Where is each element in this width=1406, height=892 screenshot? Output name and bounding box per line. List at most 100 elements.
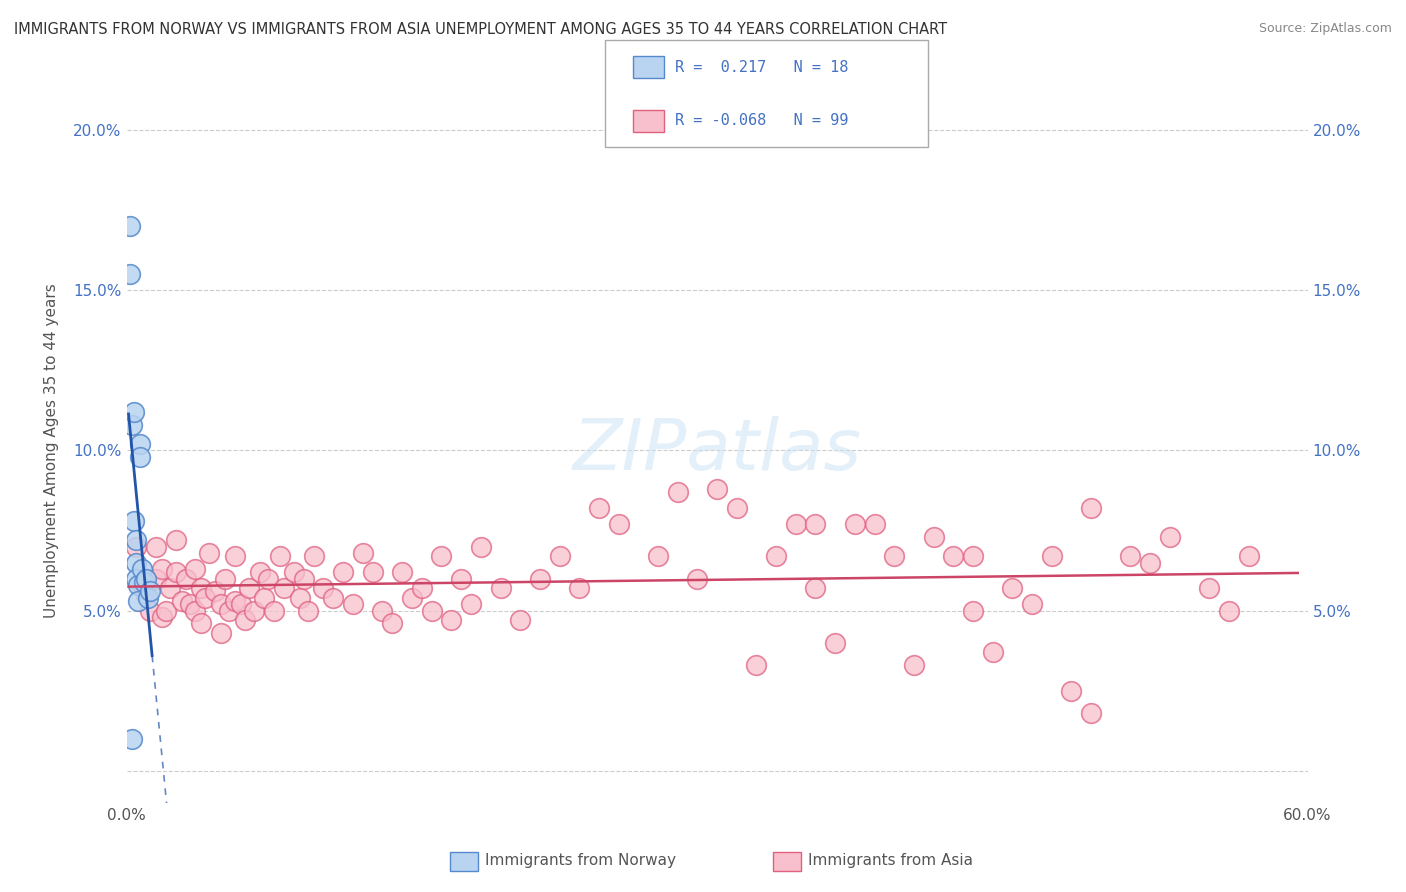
Point: [135, 572, 157, 586]
Point: [129, 450, 152, 464]
Point: [257, 572, 280, 586]
Text: R =  0.217   N = 18: R = 0.217 N = 18: [675, 60, 848, 75]
Point: [120, 268, 142, 282]
Point: [686, 572, 709, 586]
Point: [844, 517, 866, 532]
Point: [1218, 604, 1240, 618]
Point: [1198, 581, 1220, 595]
Point: [273, 581, 295, 595]
Point: [179, 597, 201, 611]
Point: [962, 549, 984, 564]
Point: [159, 581, 181, 595]
Point: [529, 572, 551, 586]
Point: [139, 604, 162, 618]
Point: [804, 581, 827, 595]
Point: [1080, 706, 1102, 720]
Point: [263, 604, 285, 618]
Point: [145, 572, 167, 586]
Point: [981, 645, 1004, 659]
Point: [352, 546, 374, 560]
Point: [131, 562, 153, 576]
Point: [883, 549, 905, 564]
Point: [269, 549, 291, 564]
Point: [129, 437, 152, 451]
Point: [420, 604, 443, 618]
Point: [139, 584, 162, 599]
Point: [283, 565, 305, 579]
Point: [1237, 549, 1260, 564]
Point: [1060, 683, 1083, 698]
Point: [184, 562, 207, 576]
Point: [150, 610, 173, 624]
Point: [1080, 501, 1102, 516]
Point: [136, 591, 159, 605]
Point: [184, 604, 207, 618]
Point: [745, 658, 768, 673]
Point: [127, 578, 149, 592]
Point: [647, 549, 669, 564]
Point: [243, 604, 266, 618]
Point: [725, 501, 748, 516]
Point: [224, 594, 246, 608]
Point: [125, 572, 148, 586]
Point: [292, 572, 315, 586]
Point: [124, 514, 146, 528]
Point: [170, 594, 193, 608]
Text: Source: ZipAtlas.com: Source: ZipAtlas.com: [1258, 22, 1392, 36]
Point: [489, 581, 512, 595]
Point: [706, 482, 728, 496]
Text: IMMIGRANTS FROM NORWAY VS IMMIGRANTS FROM ASIA UNEMPLOYMENT AMONG AGES 35 TO 44 : IMMIGRANTS FROM NORWAY VS IMMIGRANTS FRO…: [14, 22, 948, 37]
Point: [509, 613, 531, 627]
Point: [249, 565, 271, 579]
Point: [155, 604, 177, 618]
Point: [804, 517, 827, 532]
Point: [209, 626, 232, 640]
Point: [371, 604, 394, 618]
Point: [121, 417, 143, 432]
Point: [165, 533, 187, 548]
Point: [1001, 581, 1024, 595]
Point: [194, 591, 217, 605]
Point: [229, 597, 252, 611]
Point: [785, 517, 807, 532]
Point: [127, 594, 149, 608]
Point: [666, 485, 689, 500]
Point: [470, 540, 492, 554]
Point: [131, 578, 153, 592]
Point: [450, 572, 472, 586]
Point: [135, 588, 157, 602]
Point: [145, 540, 167, 554]
Text: ZIPatlas: ZIPatlas: [572, 416, 862, 485]
Point: [322, 591, 344, 605]
Point: [391, 565, 413, 579]
Point: [125, 533, 148, 548]
Point: [150, 562, 173, 576]
Point: [198, 546, 221, 560]
Point: [120, 219, 142, 234]
Point: [233, 613, 256, 627]
Point: [962, 604, 984, 618]
Y-axis label: Unemployment Among Ages 35 to 44 years: Unemployment Among Ages 35 to 44 years: [45, 283, 59, 618]
Point: [1159, 530, 1181, 544]
Point: [288, 591, 311, 605]
Point: [942, 549, 965, 564]
Point: [165, 565, 187, 579]
Point: [440, 613, 463, 627]
Point: [460, 597, 482, 611]
Point: [863, 517, 886, 532]
Point: [1021, 597, 1043, 611]
Point: [588, 501, 610, 516]
Point: [134, 574, 156, 589]
Point: [125, 556, 148, 570]
Point: [238, 581, 260, 595]
Point: [824, 635, 846, 649]
Point: [903, 658, 925, 673]
Text: R = -0.068   N = 99: R = -0.068 N = 99: [675, 113, 848, 128]
Point: [342, 597, 364, 611]
Point: [922, 530, 945, 544]
Point: [214, 572, 236, 586]
Point: [209, 597, 232, 611]
Point: [125, 540, 148, 554]
Point: [411, 581, 433, 595]
Point: [568, 581, 591, 595]
